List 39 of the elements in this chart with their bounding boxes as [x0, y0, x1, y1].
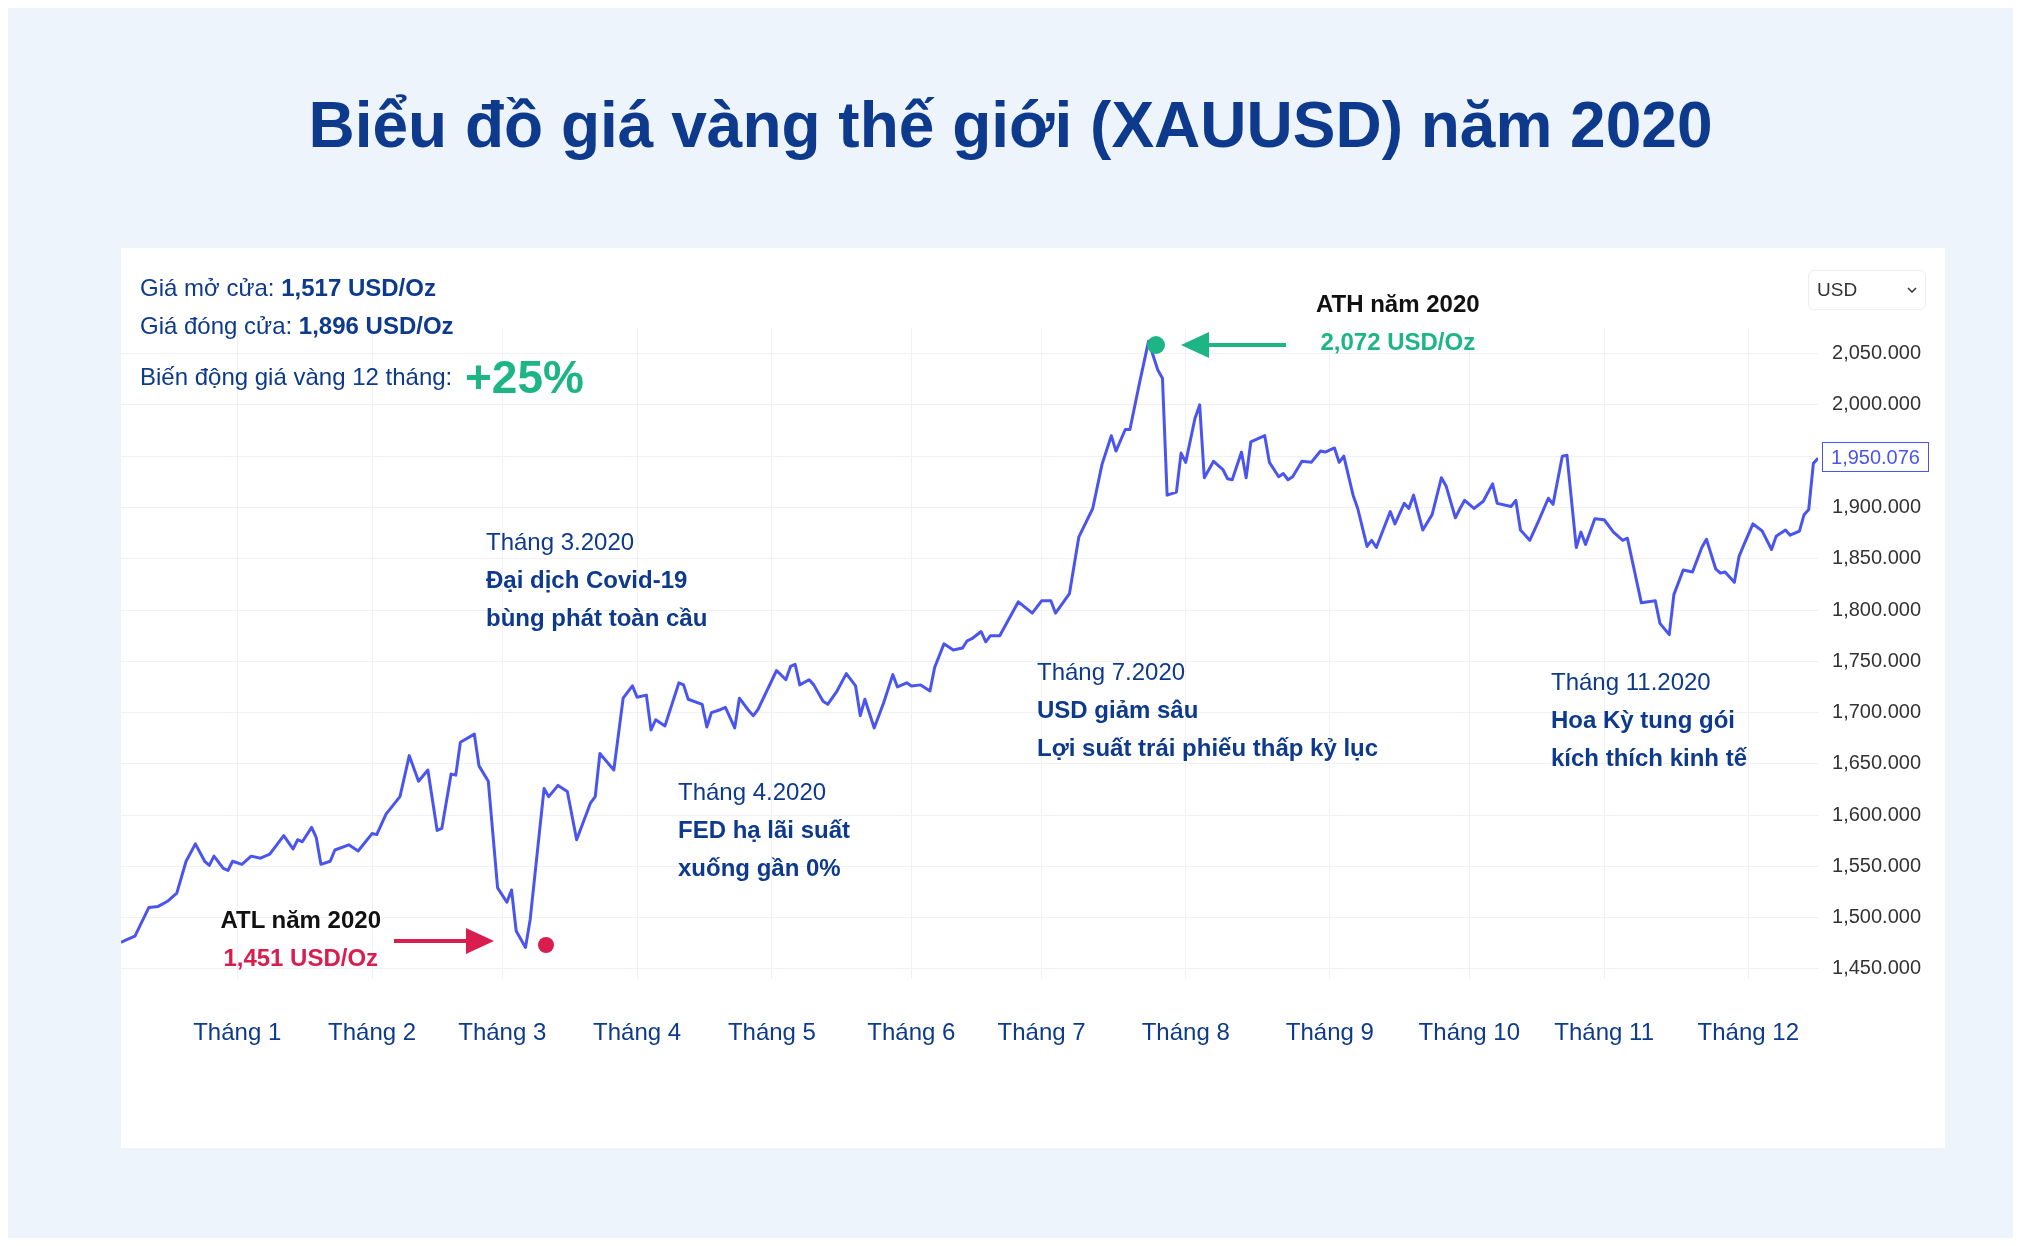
- x-tick-label: Tháng 5: [727, 1018, 816, 1046]
- annotation: Tháng 11.2020 Hoa Kỳ tung gói kích thích kinh tế: [1551, 667, 1748, 773]
- x-tick-label: Tháng 2: [328, 1018, 417, 1046]
- y-tick-label: 1,800.000: [1832, 597, 1922, 620]
- annotation: ATH năm 2020 2,072 USD/Oz: [1316, 289, 1480, 357]
- annotation: +25%: [464, 350, 584, 404]
- annotation: Giá đóng cửa:: [140, 312, 294, 340]
- x-tick-label: Tháng 10: [1418, 1018, 1521, 1046]
- y-tick-label: 2,050.000: [1832, 341, 1922, 364]
- annotation: Tháng 3.2020 Đại dịch Covid-19 bùng phát toàn cầu: [486, 527, 708, 633]
- y-tick-label: 1,450.000: [1832, 956, 1922, 979]
- annotation: Tháng 4.2020 FED hạ lãi suất xuống gần 0%: [678, 777, 851, 883]
- text: 1,517 USD/Oz: [281, 274, 436, 302]
- y-tick-label: 1,850.000: [1832, 546, 1922, 569]
- y-tick-label: 2,000.000: [1832, 392, 1922, 415]
- x-tick-label: Tháng 7: [997, 1018, 1086, 1046]
- x-tick-label: Tháng 12: [1697, 1018, 1799, 1046]
- annotation: Biến động giá vàng 12 tháng:: [140, 363, 454, 391]
- y-tick-label: 1,700.000: [1832, 700, 1922, 723]
- x-tick-label: Tháng 3: [458, 1018, 547, 1046]
- y-tick-label: 1,600.000: [1832, 802, 1922, 825]
- y-tick-label: 1,750.000: [1832, 648, 1922, 671]
- x-tick-label: Tháng 11: [1554, 1018, 1654, 1046]
- x-tick-label: Tháng 4: [593, 1018, 682, 1046]
- y-tick-label: 1,650.000: [1832, 751, 1922, 774]
- annotation: 1,896 USD/Oz: [298, 312, 454, 340]
- chart-title: Biểu đồ giá vàng thế giới (XAUUSD) năm 2020: [307, 88, 1714, 162]
- annotation: 1,950.076: [1822, 442, 1929, 473]
- y-tick-label: 1,900.000: [1832, 494, 1922, 517]
- x-tick-label: Tháng 1: [193, 1018, 282, 1046]
- x-tick-label: Tháng 9: [1285, 1018, 1374, 1046]
- text: Giá mở cửa:: [140, 274, 276, 302]
- annotation: ATL năm 2020 1,451 USD/Oz: [220, 905, 381, 973]
- y-tick-label: 1,500.000: [1832, 905, 1922, 928]
- annotation: Tháng 7.2020 USD giảm sâu Lợi suất trái phiếu thấp kỷ lục: [1037, 657, 1379, 763]
- y-tick-label: 1,550.000: [1832, 853, 1922, 876]
- text: USD: [1817, 279, 1858, 301]
- x-tick-label: Tháng 6: [867, 1018, 956, 1046]
- x-tick-label: Tháng 8: [1141, 1018, 1230, 1046]
